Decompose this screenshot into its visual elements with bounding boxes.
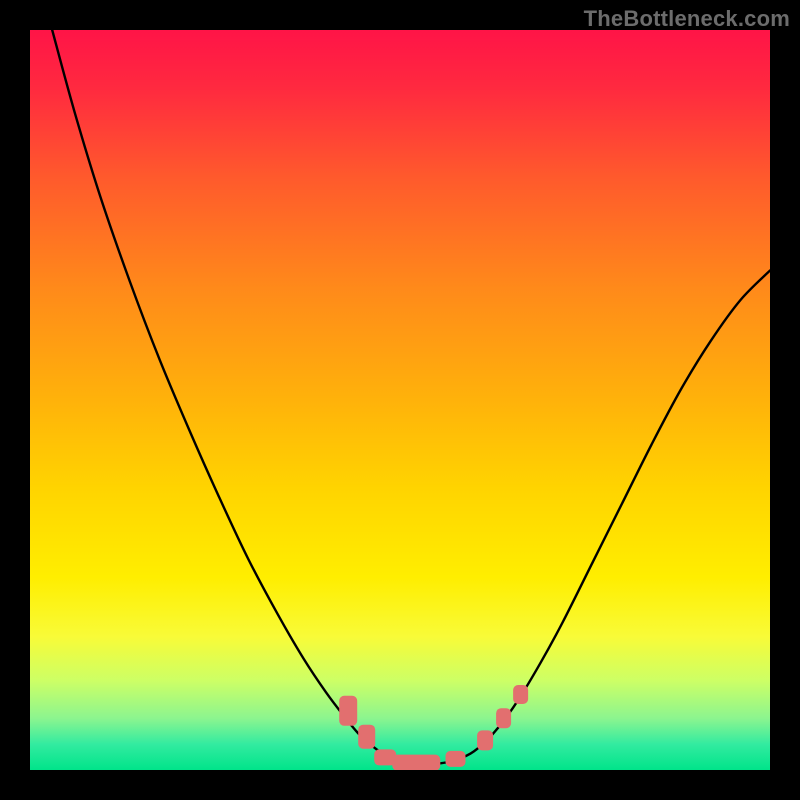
- plot-svg: [30, 30, 770, 770]
- highlight-marker: [513, 685, 528, 704]
- plot-area: [30, 30, 770, 770]
- highlight-marker: [496, 708, 511, 728]
- watermark-text: TheBottleneck.com: [584, 6, 790, 32]
- highlight-marker: [358, 725, 375, 749]
- highlight-marker: [339, 696, 357, 726]
- highlight-marker: [477, 730, 493, 750]
- highlight-marker: [392, 755, 440, 770]
- gradient-background: [30, 30, 770, 770]
- chart-frame: TheBottleneck.com: [0, 0, 800, 800]
- highlight-marker: [446, 751, 466, 767]
